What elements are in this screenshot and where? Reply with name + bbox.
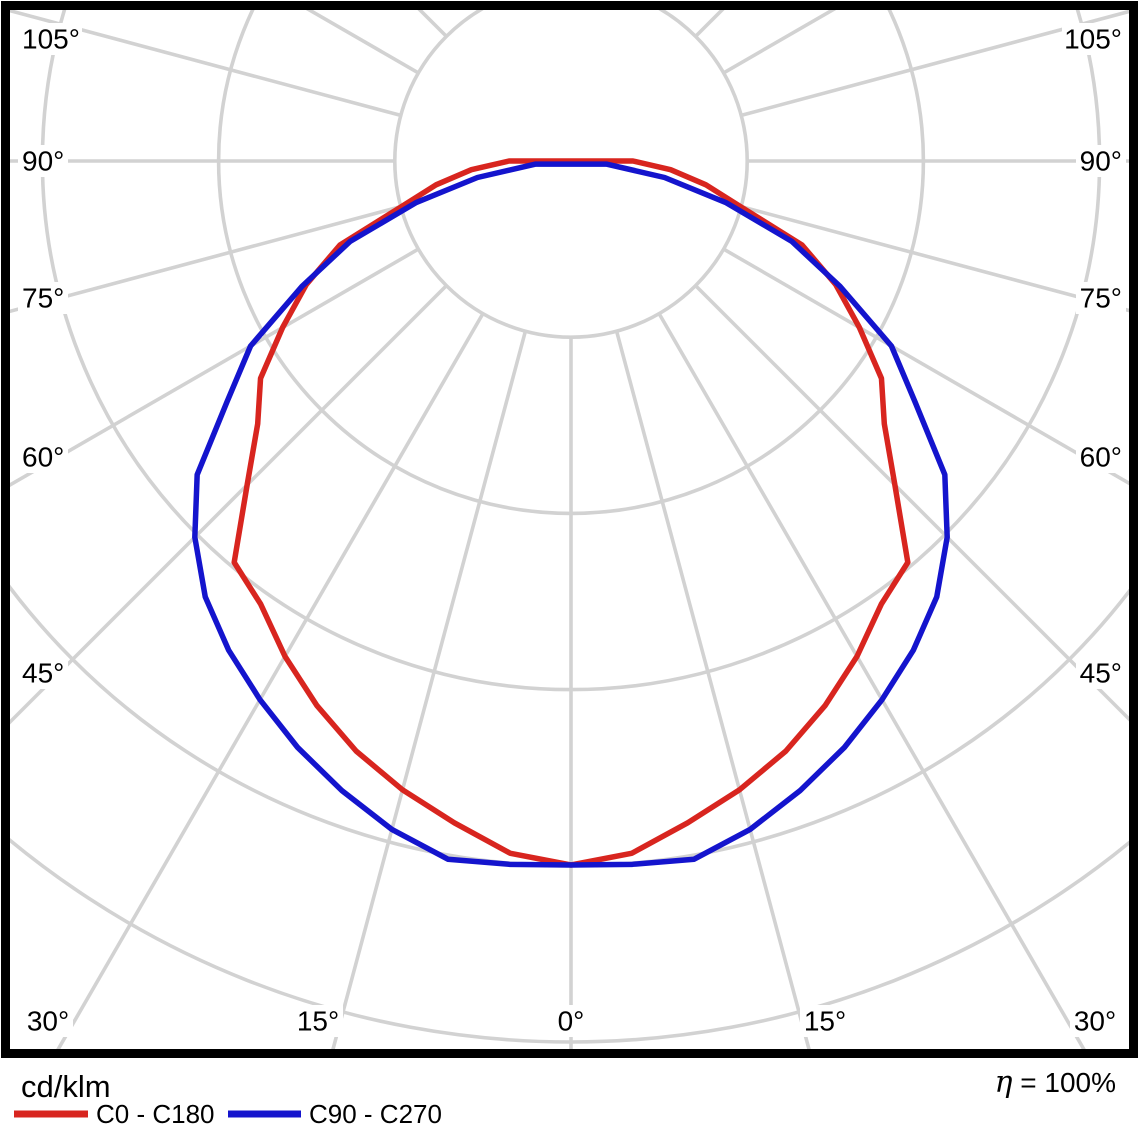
angle-label: 0° — [558, 1006, 585, 1037]
angle-label-mask — [18, 145, 68, 177]
grid-spoke-300deg — [10, 247, 420, 487]
angle-label-mask — [1062, 23, 1126, 55]
legend-label-c90-c270: C90 - C270 — [309, 1099, 442, 1129]
angle-label-mask — [293, 1005, 343, 1037]
angle-labels: 105° 90° 75° 60° 45° 30° 15° 0° 15° 30° 45° 60° 75° 9… — [18, 23, 1126, 1037]
grid-spoke-345deg — [331, 330, 528, 1049]
grid-spoke-330deg — [56, 312, 485, 1049]
legend-label-c0-c180: C0 - C180 — [96, 1099, 215, 1129]
curve-c90-c270 — [192, 161, 950, 868]
angle-label: 15° — [804, 1006, 846, 1037]
angle-label-mask — [553, 1005, 589, 1037]
angle-label-mask — [1076, 282, 1126, 314]
angle-label-mask — [1076, 441, 1126, 473]
angle-label: 30° — [27, 1006, 69, 1037]
angle-label: 105° — [22, 24, 80, 55]
angle-label: 90° — [1080, 146, 1122, 177]
angle-label: 45° — [1080, 658, 1122, 689]
curve-c0-c180 — [231, 158, 911, 868]
angle-label-mask — [800, 1005, 850, 1037]
grid-spoke-315deg — [10, 284, 448, 725]
angle-label: 15° — [297, 1006, 339, 1037]
grid-spoke-45deg — [694, 284, 1129, 722]
angle-label-mask — [18, 282, 68, 314]
units-label: cd/klm — [21, 1069, 111, 1104]
angle-label: 60° — [22, 442, 64, 473]
angle-label: 75° — [22, 283, 64, 314]
eta-value: = 100% — [1012, 1067, 1116, 1098]
angle-label-mask — [1070, 1005, 1120, 1037]
angle-label: 30° — [1074, 1006, 1116, 1037]
angle-label-mask — [23, 1005, 73, 1037]
angle-label: 105° — [1064, 24, 1122, 55]
grid-spoke-30deg — [657, 312, 1086, 1049]
grid-spoke-285deg — [10, 204, 402, 314]
eta-symbol: η — [994, 1065, 1012, 1100]
angle-label-mask — [18, 657, 68, 689]
efficiency-label: η = 100% — [994, 1065, 1116, 1100]
grid-spoke-15deg — [614, 330, 811, 1049]
angle-label: 90° — [22, 146, 64, 177]
intensity-curves — [192, 158, 950, 868]
angle-label: 45° — [22, 658, 64, 689]
angle-label-mask — [18, 441, 68, 473]
angle-label-mask — [1076, 657, 1126, 689]
grid-spoke-255deg — [10, 10, 402, 118]
angle-label-mask — [1076, 145, 1126, 177]
angle-label: 60° — [1080, 442, 1122, 473]
grid-spoke-60deg — [722, 247, 1129, 486]
chart-frame — [1, 1, 1138, 1058]
angle-label-mask — [18, 23, 82, 55]
grid-spoke-105deg — [740, 10, 1129, 118]
grid-spoke-75deg — [740, 204, 1129, 313]
angle-label: 75° — [1080, 283, 1122, 314]
